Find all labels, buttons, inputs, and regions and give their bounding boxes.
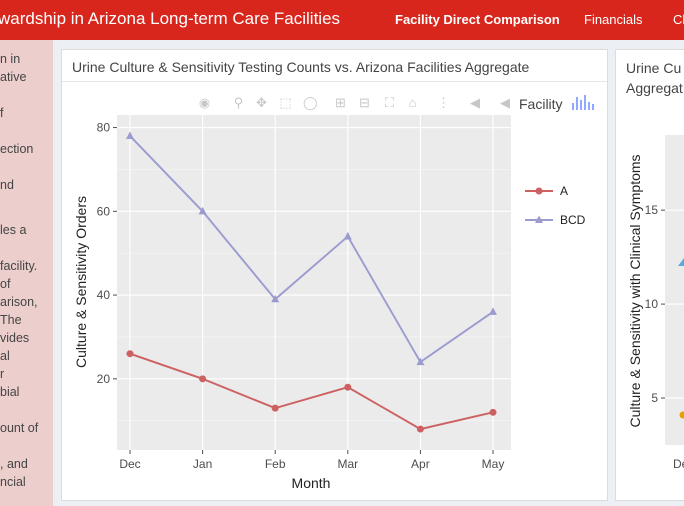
chart-legend: A BCD	[525, 184, 586, 227]
side-card-title-line: Aggregat	[626, 80, 683, 96]
legend-swatch-marker	[535, 187, 543, 195]
x-tick-label: Jan	[193, 457, 212, 471]
camera-icon[interactable]: ◉	[198, 95, 211, 110]
data-point-a	[489, 408, 497, 416]
sidebar-text-line: n in	[0, 52, 21, 66]
y-tick-label: 60	[97, 204, 111, 218]
nav-financials[interactable]: Financials	[584, 12, 643, 27]
pan-icon[interactable]: ✥	[256, 95, 267, 110]
data-point-a	[271, 404, 279, 412]
zoom-out-icon[interactable]: ⊟	[359, 95, 370, 110]
sidebar-text-line: bial	[0, 385, 20, 399]
y-tick-label: 80	[97, 121, 111, 135]
sidebar-text-line: ount of	[0, 421, 39, 435]
data-point-bcd	[198, 206, 207, 215]
data-point-a	[344, 383, 352, 391]
sidebar-text-line: vides	[0, 331, 30, 345]
side-scatter-chart: 5 10 15 Culture & Sensitivity with Clinica…	[627, 135, 684, 471]
sidebar-text-line: ative	[0, 70, 27, 84]
x-tick-label: Apr	[411, 457, 430, 471]
side-card-title: Urine Cu Aggregat	[626, 58, 683, 98]
sidebar-text-line: The	[0, 313, 22, 327]
nav-facility-direct-comparison[interactable]: Facility Direct Comparison	[395, 12, 560, 27]
side-grid-lines	[665, 209, 684, 399]
card-title-divider	[62, 81, 607, 82]
y-axis-label: Culture & Sensitivity Orders	[73, 196, 89, 368]
sidebar-text-line: f	[0, 106, 4, 120]
y-tick-label: 20	[97, 372, 111, 386]
sidebar-text-line: ncial	[0, 475, 26, 489]
side-y-axis-label: Culture & Sensitivity with Clinical Symp…	[627, 154, 643, 427]
legend-label[interactable]: BCD	[560, 213, 586, 227]
x-tick-label: May	[482, 457, 505, 471]
side-card-title-line: Urine Cu	[626, 60, 682, 76]
sidebar-description: n in ative f ection nd les a facility. o…	[0, 40, 53, 506]
lasso-select-icon[interactable]: ◯	[303, 95, 318, 110]
side-y-tick-label: 10	[645, 297, 659, 311]
sidebar-text-line: r	[0, 367, 5, 381]
data-point-a	[126, 350, 134, 358]
side-axis-ticks: 5 10 15	[645, 203, 665, 405]
nav-cl[interactable]: Cl	[673, 12, 684, 27]
side-y-tick-label: 15	[645, 203, 659, 217]
legend-label[interactable]: A	[560, 184, 568, 198]
top-navbar: wardship in Arizona Long-term Care Facil…	[0, 0, 684, 40]
sidebar-text-line: al	[0, 349, 10, 363]
x-tick-label: Feb	[265, 457, 286, 471]
data-point-bcd	[489, 307, 497, 315]
sidebar-text-line: of	[0, 277, 11, 291]
legend-title: Facility	[519, 96, 563, 112]
sidebar-text-line: ection	[0, 142, 34, 156]
chart-series	[126, 131, 497, 433]
plotly-logo-icon[interactable]	[572, 95, 594, 110]
spike-lines-icon[interactable]: ⋮	[437, 95, 450, 110]
side-point-triangle	[678, 258, 684, 266]
hover-closest-icon[interactable]: ◀	[470, 95, 480, 110]
data-point-a	[416, 425, 424, 433]
data-point-bcd	[126, 131, 134, 139]
side-plot-background	[665, 135, 684, 445]
box-select-icon[interactable]: ⬚	[279, 95, 292, 110]
x-axis-label: Month	[292, 475, 331, 491]
plot-modebar: ◉ ⚲ ✥ ⬚ ◯ ⊞ ⊟ ⛶ ⌂ ⋮ ◀ ◀	[198, 96, 528, 110]
series-line-a	[129, 352, 494, 431]
side-y-tick-label: 5	[651, 391, 658, 405]
data-point-a	[199, 375, 207, 383]
zoom-icon[interactable]: ⚲	[233, 95, 244, 110]
data-point-bcd	[343, 231, 352, 240]
legend-swatch-marker	[535, 215, 543, 223]
side-point-circle	[679, 411, 684, 419]
series-line-bcd	[129, 135, 494, 364]
sidebar-text-line: arison,	[0, 295, 38, 309]
y-tick-label: 40	[97, 288, 111, 302]
axis-ticks: 20 40 60 80 Dec Jan Feb Mar Apr May	[97, 121, 505, 471]
zoom-in-icon[interactable]: ⊞	[335, 95, 346, 110]
app-title: wardship in Arizona Long-term Care Facil…	[0, 9, 341, 28]
side-x-tick-label: De	[673, 457, 684, 471]
data-point-bcd	[416, 357, 425, 366]
grid-lines	[117, 115, 511, 450]
chart-card-title: Urine Culture & Sensitivity Testing Coun…	[72, 59, 530, 75]
sidebar-text-line: nd	[0, 178, 14, 192]
x-tick-label: Mar	[337, 457, 358, 471]
sidebar-text-line: les a	[0, 223, 27, 237]
x-tick-label: Dec	[119, 457, 140, 471]
hover-compare-icon[interactable]: ◀	[500, 95, 510, 110]
data-point-bcd	[271, 294, 280, 303]
sidebar-text-line: , and	[0, 457, 28, 471]
plot-background	[117, 115, 511, 450]
reset-axes-icon[interactable]: ⌂	[408, 95, 417, 110]
sidebar-text-line: facility.	[0, 259, 38, 273]
autoscale-icon[interactable]: ⛶	[384, 95, 395, 110]
